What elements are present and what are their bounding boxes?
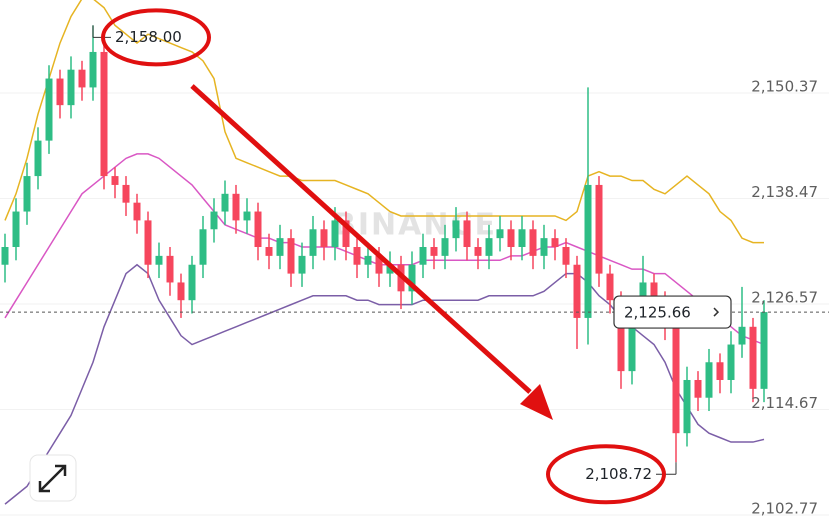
candle-body: [617, 300, 625, 372]
candle-body: [430, 247, 438, 256]
candle-body: [727, 344, 735, 380]
candle-body: [463, 220, 471, 248]
candle-body: [353, 247, 361, 265]
candle-body: [254, 211, 262, 248]
candle-body: [133, 202, 141, 221]
highlight-circle: [101, 8, 211, 67]
candle-body: [364, 255, 372, 265]
y-tick-label: 2,126.57: [751, 289, 818, 307]
candle-body: [584, 184, 592, 318]
candle-body: [309, 229, 317, 256]
band-line: [4, 153, 765, 346]
candle-body: [507, 229, 515, 248]
candle-body: [650, 282, 658, 301]
y-tick-label: 2,138.47: [751, 183, 818, 201]
candle-body: [562, 247, 570, 265]
band-line: [4, 263, 765, 505]
candle-body: [45, 78, 53, 141]
candle-body: [89, 51, 97, 88]
candle-body: [1, 247, 9, 265]
y-tick-label: 2,150.37: [751, 78, 818, 96]
candle-body: [628, 309, 636, 372]
candle-body: [331, 220, 339, 248]
highlight-circle: [546, 444, 666, 505]
high-label: 2,158.00: [115, 28, 182, 46]
candle-body: [496, 229, 504, 239]
candle-body: [342, 220, 350, 248]
candle-body: [419, 247, 427, 265]
candle-body: [738, 326, 746, 345]
candle-body: [177, 282, 185, 301]
bands: [4, 0, 765, 505]
candle-body: [441, 238, 449, 256]
candle-body: [78, 69, 86, 88]
candle-body: [276, 238, 284, 256]
candle-body: [474, 247, 482, 256]
candle-body: [56, 78, 64, 106]
overlays: 2,125.66 2,102.77 2,114.67 2,126.57 2,138.47…: [0, 8, 829, 518]
low-label: 2,108.72: [585, 465, 652, 483]
candle-body: [551, 238, 559, 248]
candle-body: [573, 264, 581, 318]
candle-body: [320, 229, 328, 248]
candle-body: [749, 326, 757, 389]
candle-body: [199, 229, 207, 265]
candle-body: [485, 238, 493, 256]
candle-body: [705, 362, 713, 398]
candle-body: [386, 264, 394, 274]
candle-body: [111, 176, 119, 185]
candle-body: [518, 229, 526, 248]
candle-body: [375, 255, 383, 274]
candle-body: [540, 238, 548, 256]
candle-body: [144, 220, 152, 265]
y-tick-label: 2,114.67: [751, 394, 818, 412]
arrow-head: [520, 384, 553, 420]
candle-body: [243, 211, 251, 221]
candle-body: [166, 255, 174, 283]
candle-body: [221, 193, 229, 212]
candle-body: [23, 176, 31, 212]
candle-body: [672, 326, 680, 434]
candle-body: [606, 273, 614, 301]
candle-body: [122, 184, 130, 203]
candle-body: [716, 362, 724, 380]
candle-body: [408, 264, 416, 292]
candle-body: [298, 255, 306, 274]
candle-body: [287, 238, 295, 274]
arrow-shaft: [190, 84, 532, 394]
candle-body: [67, 69, 75, 106]
expand-icon: [38, 464, 67, 493]
current-price-box: [613, 295, 732, 329]
expand-button[interactable]: [29, 454, 77, 502]
y-tick-label: 2,102.77: [751, 500, 818, 518]
chevron: [713, 307, 720, 317]
candle-body: [595, 184, 603, 274]
candle-body: [232, 193, 240, 221]
candle-body: [188, 264, 196, 301]
candle-body: [452, 220, 460, 239]
current-price-label: 2,125.66: [624, 304, 691, 322]
candle-body: [155, 255, 163, 265]
candle-body: [100, 51, 108, 177]
candle-body: [265, 247, 273, 256]
candle-body: [760, 312, 768, 389]
band-line: [4, 0, 764, 244]
candle-body: [210, 211, 218, 230]
candles: [1, 25, 768, 463]
candle-body: [12, 211, 20, 248]
candle-body: [694, 379, 702, 398]
candle-body: [529, 229, 537, 256]
candle-body: [34, 140, 42, 177]
candle-body: [683, 379, 691, 434]
